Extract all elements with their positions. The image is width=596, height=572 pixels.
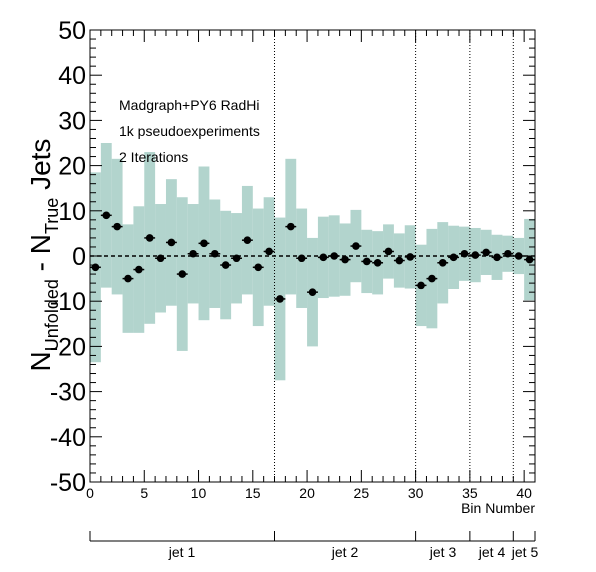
jet-label-5: jet 5 bbox=[511, 544, 539, 560]
jet-label-1: jet 1 bbox=[168, 544, 196, 560]
data-point bbox=[200, 239, 208, 248]
data-point bbox=[232, 254, 241, 263]
data-point bbox=[276, 295, 284, 303]
y-label-mid: - N bbox=[25, 234, 56, 279]
jet-label-4: jet 4 bbox=[478, 544, 506, 560]
y-tick-label: 30 bbox=[58, 107, 86, 135]
data-point bbox=[189, 249, 197, 258]
data-point bbox=[428, 274, 436, 283]
x-tick-label: 40 bbox=[516, 485, 532, 501]
data-point bbox=[438, 258, 447, 267]
annotation-generator: Madgraph+PY6 RadHi bbox=[119, 97, 259, 113]
data-point bbox=[514, 252, 523, 260]
data-point bbox=[135, 265, 143, 274]
data-point bbox=[156, 254, 165, 263]
data-point bbox=[113, 222, 121, 231]
x-tick-label: 30 bbox=[408, 485, 424, 501]
data-point bbox=[525, 255, 534, 264]
y-tick-label: -30 bbox=[50, 379, 86, 407]
data-point bbox=[102, 211, 111, 220]
data-point bbox=[384, 247, 393, 256]
annotation-iterations: 2 Iterations bbox=[119, 149, 188, 165]
data-point bbox=[221, 261, 230, 269]
data-point bbox=[482, 248, 490, 257]
data-point bbox=[178, 270, 187, 278]
y-axis-ticks: 50 40 30 20 10 0 -10 -20 -30 -40 -50 bbox=[50, 17, 535, 497]
x-tick-label: 10 bbox=[191, 485, 207, 501]
data-point bbox=[167, 238, 176, 247]
uncertainty-band bbox=[90, 143, 535, 381]
x-axis-ticks: 0 5 10 15 20 25 30 35 40 bbox=[86, 30, 536, 501]
y-label-main: N bbox=[25, 351, 56, 371]
data-point bbox=[319, 253, 328, 262]
jet-label-3: jet 3 bbox=[429, 544, 457, 560]
data-point bbox=[460, 249, 469, 258]
data-point bbox=[211, 249, 219, 258]
y-tick-label: -10 bbox=[50, 288, 86, 316]
data-point bbox=[504, 249, 512, 258]
y-tick-label: 40 bbox=[58, 62, 86, 90]
x-tick-label: 20 bbox=[299, 485, 315, 501]
annotation-pseudoexperiments: 1k pseudoexperiments bbox=[119, 123, 260, 139]
data-point bbox=[493, 253, 501, 262]
data-point bbox=[254, 263, 263, 272]
x-tick-label: 35 bbox=[462, 485, 478, 501]
data-point bbox=[297, 254, 306, 263]
y-tick-label: -40 bbox=[50, 424, 86, 452]
y-tick-label: 20 bbox=[58, 153, 86, 181]
data-point bbox=[243, 236, 252, 244]
y-label-sub2: True bbox=[42, 198, 62, 234]
data-point bbox=[145, 234, 154, 242]
y-tick-label: 10 bbox=[58, 198, 86, 226]
jet-label-2: jet 2 bbox=[331, 544, 359, 560]
data-point bbox=[417, 281, 425, 290]
jet-axis bbox=[89, 531, 536, 542]
x-tick-label: 5 bbox=[140, 485, 148, 501]
x-tick-label: 0 bbox=[86, 485, 94, 501]
y-tick-label: -20 bbox=[50, 333, 86, 361]
data-points bbox=[90, 211, 535, 303]
data-point bbox=[286, 222, 295, 231]
y-tick-label: -50 bbox=[50, 469, 86, 497]
x-tick-label: 15 bbox=[245, 485, 261, 501]
data-point bbox=[373, 258, 382, 267]
data-point bbox=[124, 274, 132, 283]
data-point bbox=[406, 253, 414, 261]
data-point bbox=[352, 242, 360, 250]
data-point bbox=[471, 251, 480, 259]
data-point bbox=[341, 255, 349, 264]
data-point bbox=[395, 256, 404, 265]
data-point bbox=[362, 257, 371, 266]
y-label-tail: Jets bbox=[25, 139, 56, 198]
y-tick-label: 50 bbox=[58, 17, 86, 45]
data-point bbox=[265, 247, 273, 256]
y-tick-label: 0 bbox=[72, 243, 86, 271]
data-point bbox=[330, 252, 339, 260]
y-label-sub1: Unfolded bbox=[42, 279, 62, 351]
x-tick-label: 25 bbox=[354, 485, 370, 501]
data-point bbox=[449, 253, 458, 262]
data-point bbox=[308, 288, 317, 296]
x-axis-label: Bin Number bbox=[461, 500, 535, 516]
y-axis-label: NUnfolded - NTrue Jets bbox=[25, 139, 62, 372]
